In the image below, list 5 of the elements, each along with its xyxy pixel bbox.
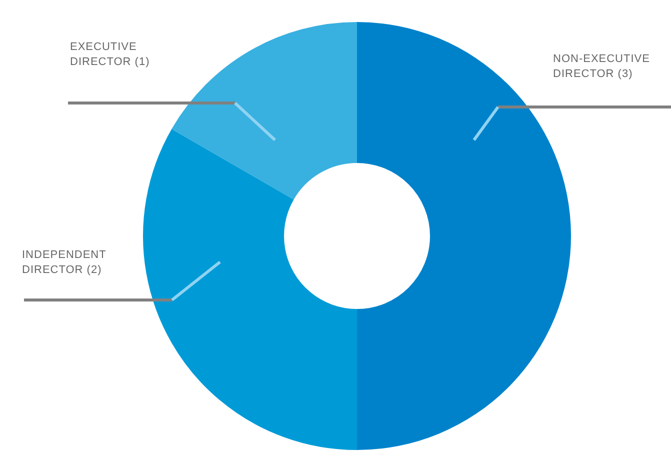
slice-label: EXECUTIVE DIRECTOR (1) xyxy=(70,41,150,68)
donut-slice xyxy=(143,129,357,450)
slice-label: NON-EXECUTIVE DIRECTOR (3) xyxy=(553,53,650,80)
donut-slice xyxy=(172,22,357,200)
slice-label: INDEPENDENT DIRECTOR (2) xyxy=(22,249,106,276)
